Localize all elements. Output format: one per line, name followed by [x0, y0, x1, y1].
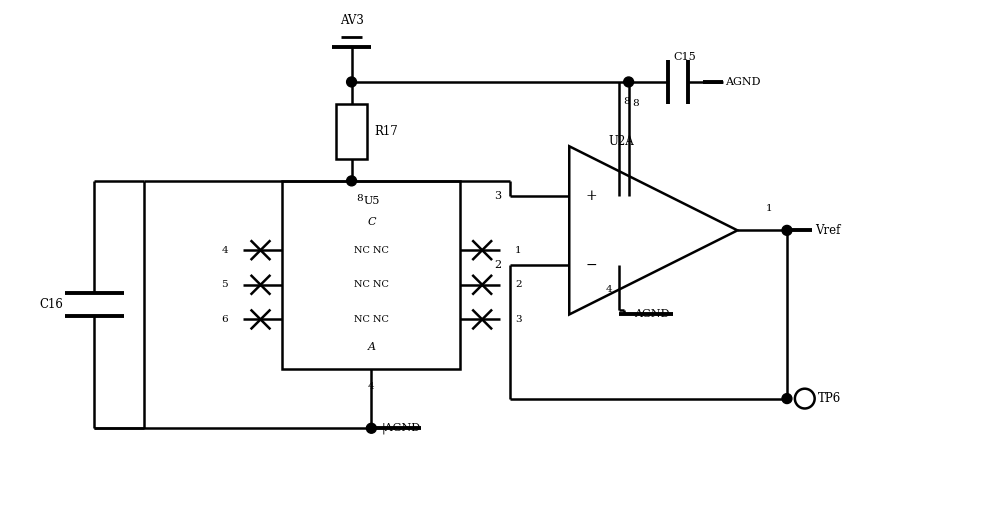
- Text: AV3: AV3: [340, 14, 364, 27]
- Text: C: C: [367, 217, 376, 227]
- Text: 4: 4: [221, 246, 228, 254]
- Text: 2: 2: [515, 280, 521, 289]
- Text: 2: 2: [494, 260, 502, 270]
- Circle shape: [366, 423, 376, 433]
- Text: 6: 6: [221, 315, 228, 324]
- Text: NC NC: NC NC: [354, 246, 389, 254]
- Circle shape: [782, 394, 792, 403]
- Text: 8: 8: [357, 194, 363, 203]
- Text: AGND: AGND: [634, 310, 669, 320]
- Text: C16: C16: [40, 298, 64, 311]
- Text: +: +: [585, 189, 597, 203]
- Text: Vref: Vref: [815, 224, 840, 237]
- Text: C15: C15: [673, 52, 696, 62]
- Text: 8: 8: [633, 99, 639, 108]
- Bar: [336, 104, 367, 159]
- Text: 4: 4: [368, 382, 375, 391]
- Text: U2A: U2A: [609, 135, 635, 148]
- Text: A: A: [367, 342, 375, 352]
- Text: TP6: TP6: [818, 392, 841, 405]
- Text: NC NC: NC NC: [354, 280, 389, 289]
- Circle shape: [782, 225, 792, 235]
- Text: 3: 3: [515, 315, 521, 324]
- Text: 3: 3: [494, 191, 502, 201]
- Bar: [282, 181, 460, 369]
- Circle shape: [347, 77, 357, 87]
- Text: U5: U5: [363, 196, 380, 206]
- Text: −: −: [585, 258, 597, 272]
- Circle shape: [624, 77, 634, 87]
- Text: AGND: AGND: [725, 77, 760, 87]
- Text: R17: R17: [374, 125, 398, 138]
- Text: 5: 5: [221, 280, 228, 289]
- Text: 8: 8: [624, 97, 630, 106]
- Text: NC NC: NC NC: [354, 315, 389, 324]
- Text: 4: 4: [606, 285, 612, 294]
- Circle shape: [347, 176, 357, 186]
- Text: 1: 1: [766, 204, 772, 213]
- Text: 1: 1: [515, 246, 521, 254]
- Text: |AGND: |AGND: [381, 422, 420, 434]
